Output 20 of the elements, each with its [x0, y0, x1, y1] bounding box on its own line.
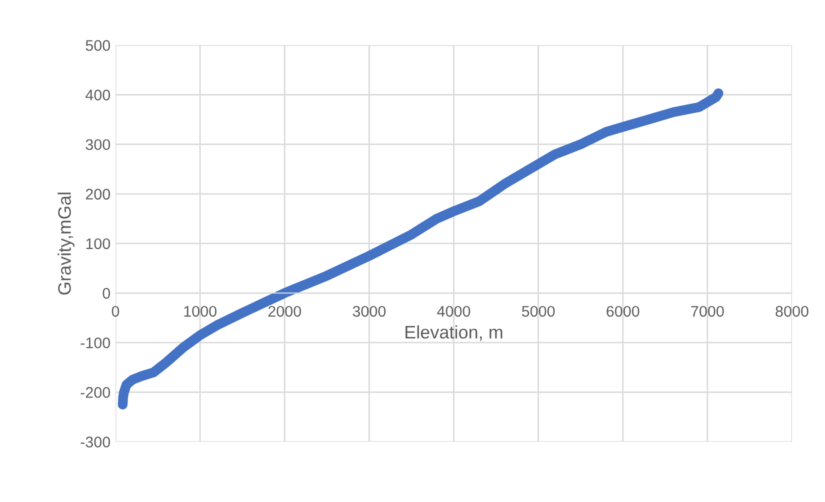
x-tick-label: 1000 [184, 306, 216, 317]
x-tick-label: 0 [112, 306, 120, 317]
x-tick-label: 3000 [352, 306, 386, 317]
y-axis-title: Gravity,mGal [58, 192, 75, 295]
x-tick-label: 2000 [268, 306, 302, 317]
y-tick-label: -300 [80, 436, 110, 448]
y-tick-label: 100 [86, 238, 110, 250]
y-tick-label: 200 [86, 188, 110, 200]
y-tick-label: 0 [102, 288, 110, 299]
x-tick-label: 8000 [776, 306, 808, 317]
x-axis-title: Elevation, m [406, 325, 502, 341]
y-tick-label: -100 [80, 337, 110, 348]
y-tick-label: 500 [86, 40, 110, 51]
y-tick-label: 400 [86, 90, 110, 100]
x-tick-label: 4000 [437, 306, 470, 317]
x-tick-label: 6000 [606, 306, 640, 317]
x-tick-label: 5000 [522, 306, 555, 317]
y-tick-label: 300 [86, 139, 110, 150]
x-tick-label: 7000 [691, 306, 724, 317]
y-tick-label: -200 [80, 387, 110, 398]
